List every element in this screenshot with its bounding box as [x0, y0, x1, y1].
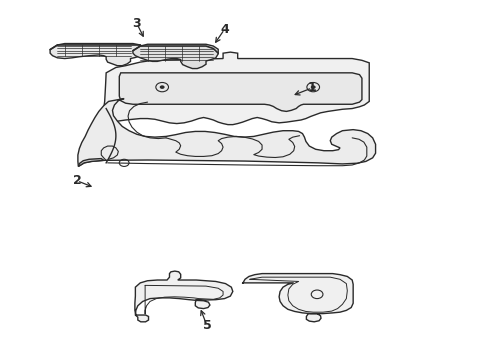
Polygon shape [119, 73, 362, 111]
Text: 4: 4 [220, 23, 229, 36]
Polygon shape [133, 44, 218, 68]
Polygon shape [243, 274, 353, 322]
Text: 6: 6 [332, 278, 341, 291]
Circle shape [160, 85, 165, 89]
Polygon shape [78, 158, 104, 166]
Text: 1: 1 [308, 81, 317, 94]
Polygon shape [78, 99, 375, 166]
Text: 2: 2 [73, 174, 81, 187]
Circle shape [311, 85, 316, 89]
Polygon shape [50, 44, 143, 66]
Polygon shape [94, 52, 369, 126]
Polygon shape [135, 271, 233, 322]
Text: 3: 3 [132, 17, 141, 30]
Text: 5: 5 [203, 319, 211, 332]
